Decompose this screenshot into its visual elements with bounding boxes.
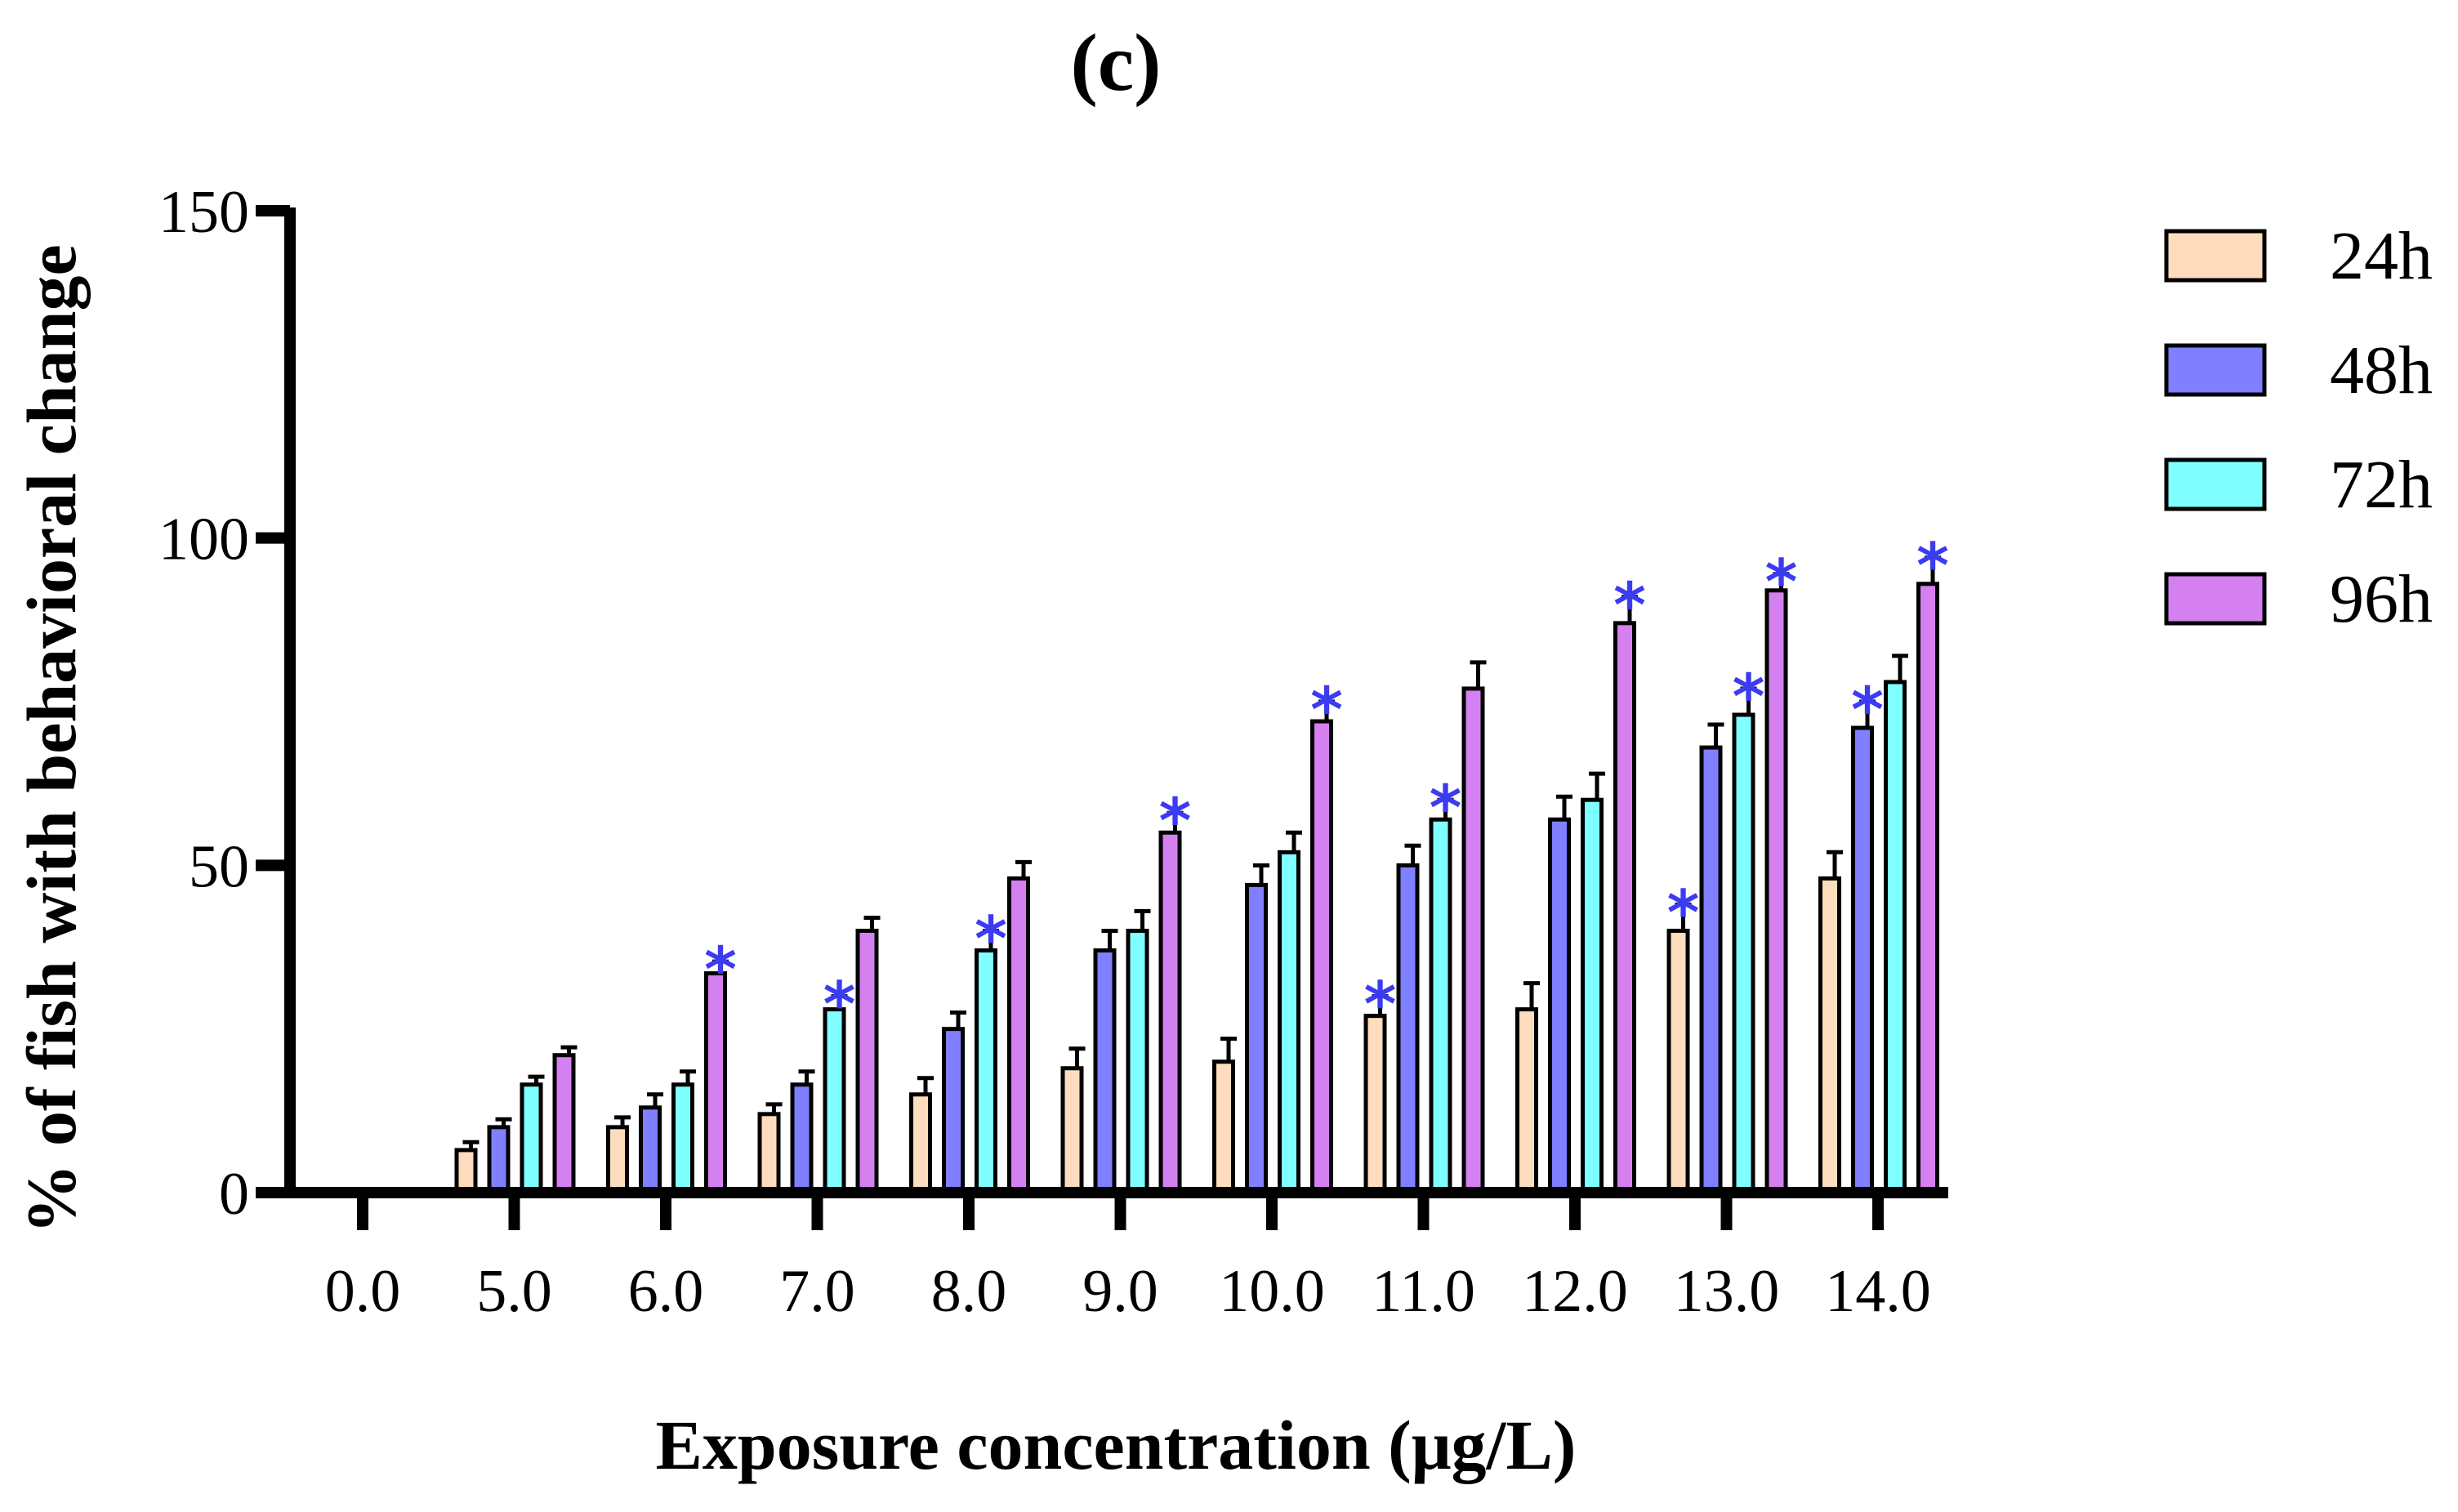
- y-tick-label: 100: [158, 506, 249, 573]
- bar-24h-11.0: [1363, 1014, 1387, 1195]
- legend: 24h 48h 72h 96h: [2164, 218, 2433, 637]
- legend-swatch-96h: [2164, 572, 2267, 626]
- significance-star-48h-14.0: *: [1851, 673, 1884, 746]
- significance-star-96h-6.0: *: [704, 933, 737, 1006]
- bar-72h-13.0: [1732, 712, 1755, 1195]
- x-tick-label: 8.0: [931, 1258, 1007, 1325]
- legend-label-24h: 24h: [2330, 218, 2433, 294]
- bar-24h-9.0: [1060, 1066, 1084, 1195]
- bar-72h-12.0: [1581, 797, 1604, 1195]
- bar-72h-11.0: [1429, 817, 1452, 1195]
- bars-group: [454, 582, 1939, 1195]
- x-tick-label: 14.0: [1825, 1258, 1931, 1325]
- x-axis-label: Exposure concentration (μg/L): [656, 1406, 1577, 1484]
- bar-72h-9.0: [1126, 928, 1149, 1195]
- bar-96h-7.0: [855, 928, 879, 1195]
- bar-24h-12.0: [1515, 1007, 1538, 1195]
- bar-96h-14.0: [1916, 582, 1939, 1195]
- bar-48h-5.0: [487, 1125, 511, 1195]
- x-tick-label: 6.0: [628, 1258, 704, 1325]
- legend-swatch-72h: [2164, 457, 2267, 511]
- x-tick-label: 0.0: [325, 1258, 401, 1325]
- chart-title: (c): [1071, 17, 1162, 108]
- y-axis-label: % of fish with behavioral change: [12, 244, 91, 1233]
- bar-24h-5.0: [454, 1148, 478, 1195]
- bar-72h-14.0: [1884, 680, 1907, 1195]
- y-tick-label: 150: [158, 179, 249, 246]
- x-tick-label: 12.0: [1522, 1258, 1628, 1325]
- x-tick-label: 5.0: [476, 1258, 552, 1325]
- axes-group: 0.0 5.0 6.0 7.0 8.0 9.0 10.0 11.0 12.0 13.0 14.0 0 5…: [158, 179, 1948, 1325]
- significance-star-96h-9.0: *: [1159, 784, 1192, 857]
- bar-48h-9.0: [1093, 948, 1117, 1195]
- significance-star-96h-10.0: *: [1310, 673, 1343, 746]
- bar-24h-10.0: [1212, 1059, 1235, 1195]
- legend-label-96h: 96h: [2330, 561, 2433, 637]
- legend-label-72h: 72h: [2330, 447, 2433, 523]
- significance-star-72h-13.0: *: [1733, 660, 1765, 733]
- bar-96h-8.0: [1007, 876, 1030, 1195]
- legend-swatch-24h: [2164, 229, 2267, 283]
- significance-markers-group: * ************: [704, 529, 1949, 1041]
- y-tick-label: 0: [219, 1161, 249, 1228]
- significance-star-96h-14.0: *: [1916, 529, 1949, 602]
- significance-star-96h-13.0: *: [1765, 546, 1798, 618]
- bar-72h-8.0: [975, 948, 997, 1195]
- x-tick-label: 11.0: [1372, 1258, 1475, 1325]
- bar-48h-7.0: [790, 1082, 814, 1195]
- bar-96h-12.0: [1613, 621, 1636, 1195]
- bar-24h-13.0: [1666, 928, 1690, 1195]
- bar-72h-5.0: [520, 1082, 543, 1195]
- bar-48h-11.0: [1396, 863, 1420, 1195]
- x-tick-label: 7.0: [779, 1258, 855, 1325]
- bar-24h-7.0: [757, 1112, 781, 1195]
- error-bars-group: [462, 555, 1941, 1150]
- bar-96h-10.0: [1310, 719, 1333, 1195]
- significance-star-24h-11.0: *: [1364, 968, 1397, 1041]
- bar-48h-10.0: [1245, 882, 1268, 1195]
- x-tick-label: 10.0: [1219, 1258, 1325, 1325]
- legend-swatch-48h: [2164, 343, 2267, 397]
- bar-96h-13.0: [1764, 588, 1788, 1195]
- x-tick-label: 9.0: [1082, 1258, 1158, 1325]
- bar-48h-8.0: [942, 1027, 965, 1195]
- significance-star-96h-12.0: *: [1613, 569, 1646, 641]
- bar-24h-6.0: [606, 1125, 629, 1195]
- legend-label-48h: 48h: [2330, 332, 2433, 408]
- significance-star-72h-7.0: *: [823, 968, 856, 1041]
- bar-48h-13.0: [1699, 745, 1723, 1195]
- bar-24h-14.0: [1818, 876, 1841, 1195]
- bar-48h-12.0: [1548, 817, 1571, 1195]
- bar-96h-5.0: [552, 1053, 576, 1195]
- bar-48h-14.0: [1851, 725, 1874, 1195]
- y-tick-label: 50: [189, 833, 249, 900]
- significance-star-72h-11.0: *: [1430, 771, 1462, 844]
- significance-star-24h-13.0: *: [1667, 876, 1700, 948]
- significance-star-72h-8.0: *: [975, 902, 1007, 975]
- bar-72h-6.0: [671, 1082, 694, 1195]
- bar-96h-11.0: [1461, 686, 1485, 1195]
- bar-48h-6.0: [639, 1105, 662, 1195]
- bar-96h-6.0: [704, 971, 727, 1195]
- bar-24h-8.0: [909, 1092, 932, 1195]
- bar-96h-9.0: [1158, 830, 1182, 1195]
- bar-72h-10.0: [1278, 850, 1300, 1195]
- x-tick-label: 13.0: [1674, 1258, 1780, 1325]
